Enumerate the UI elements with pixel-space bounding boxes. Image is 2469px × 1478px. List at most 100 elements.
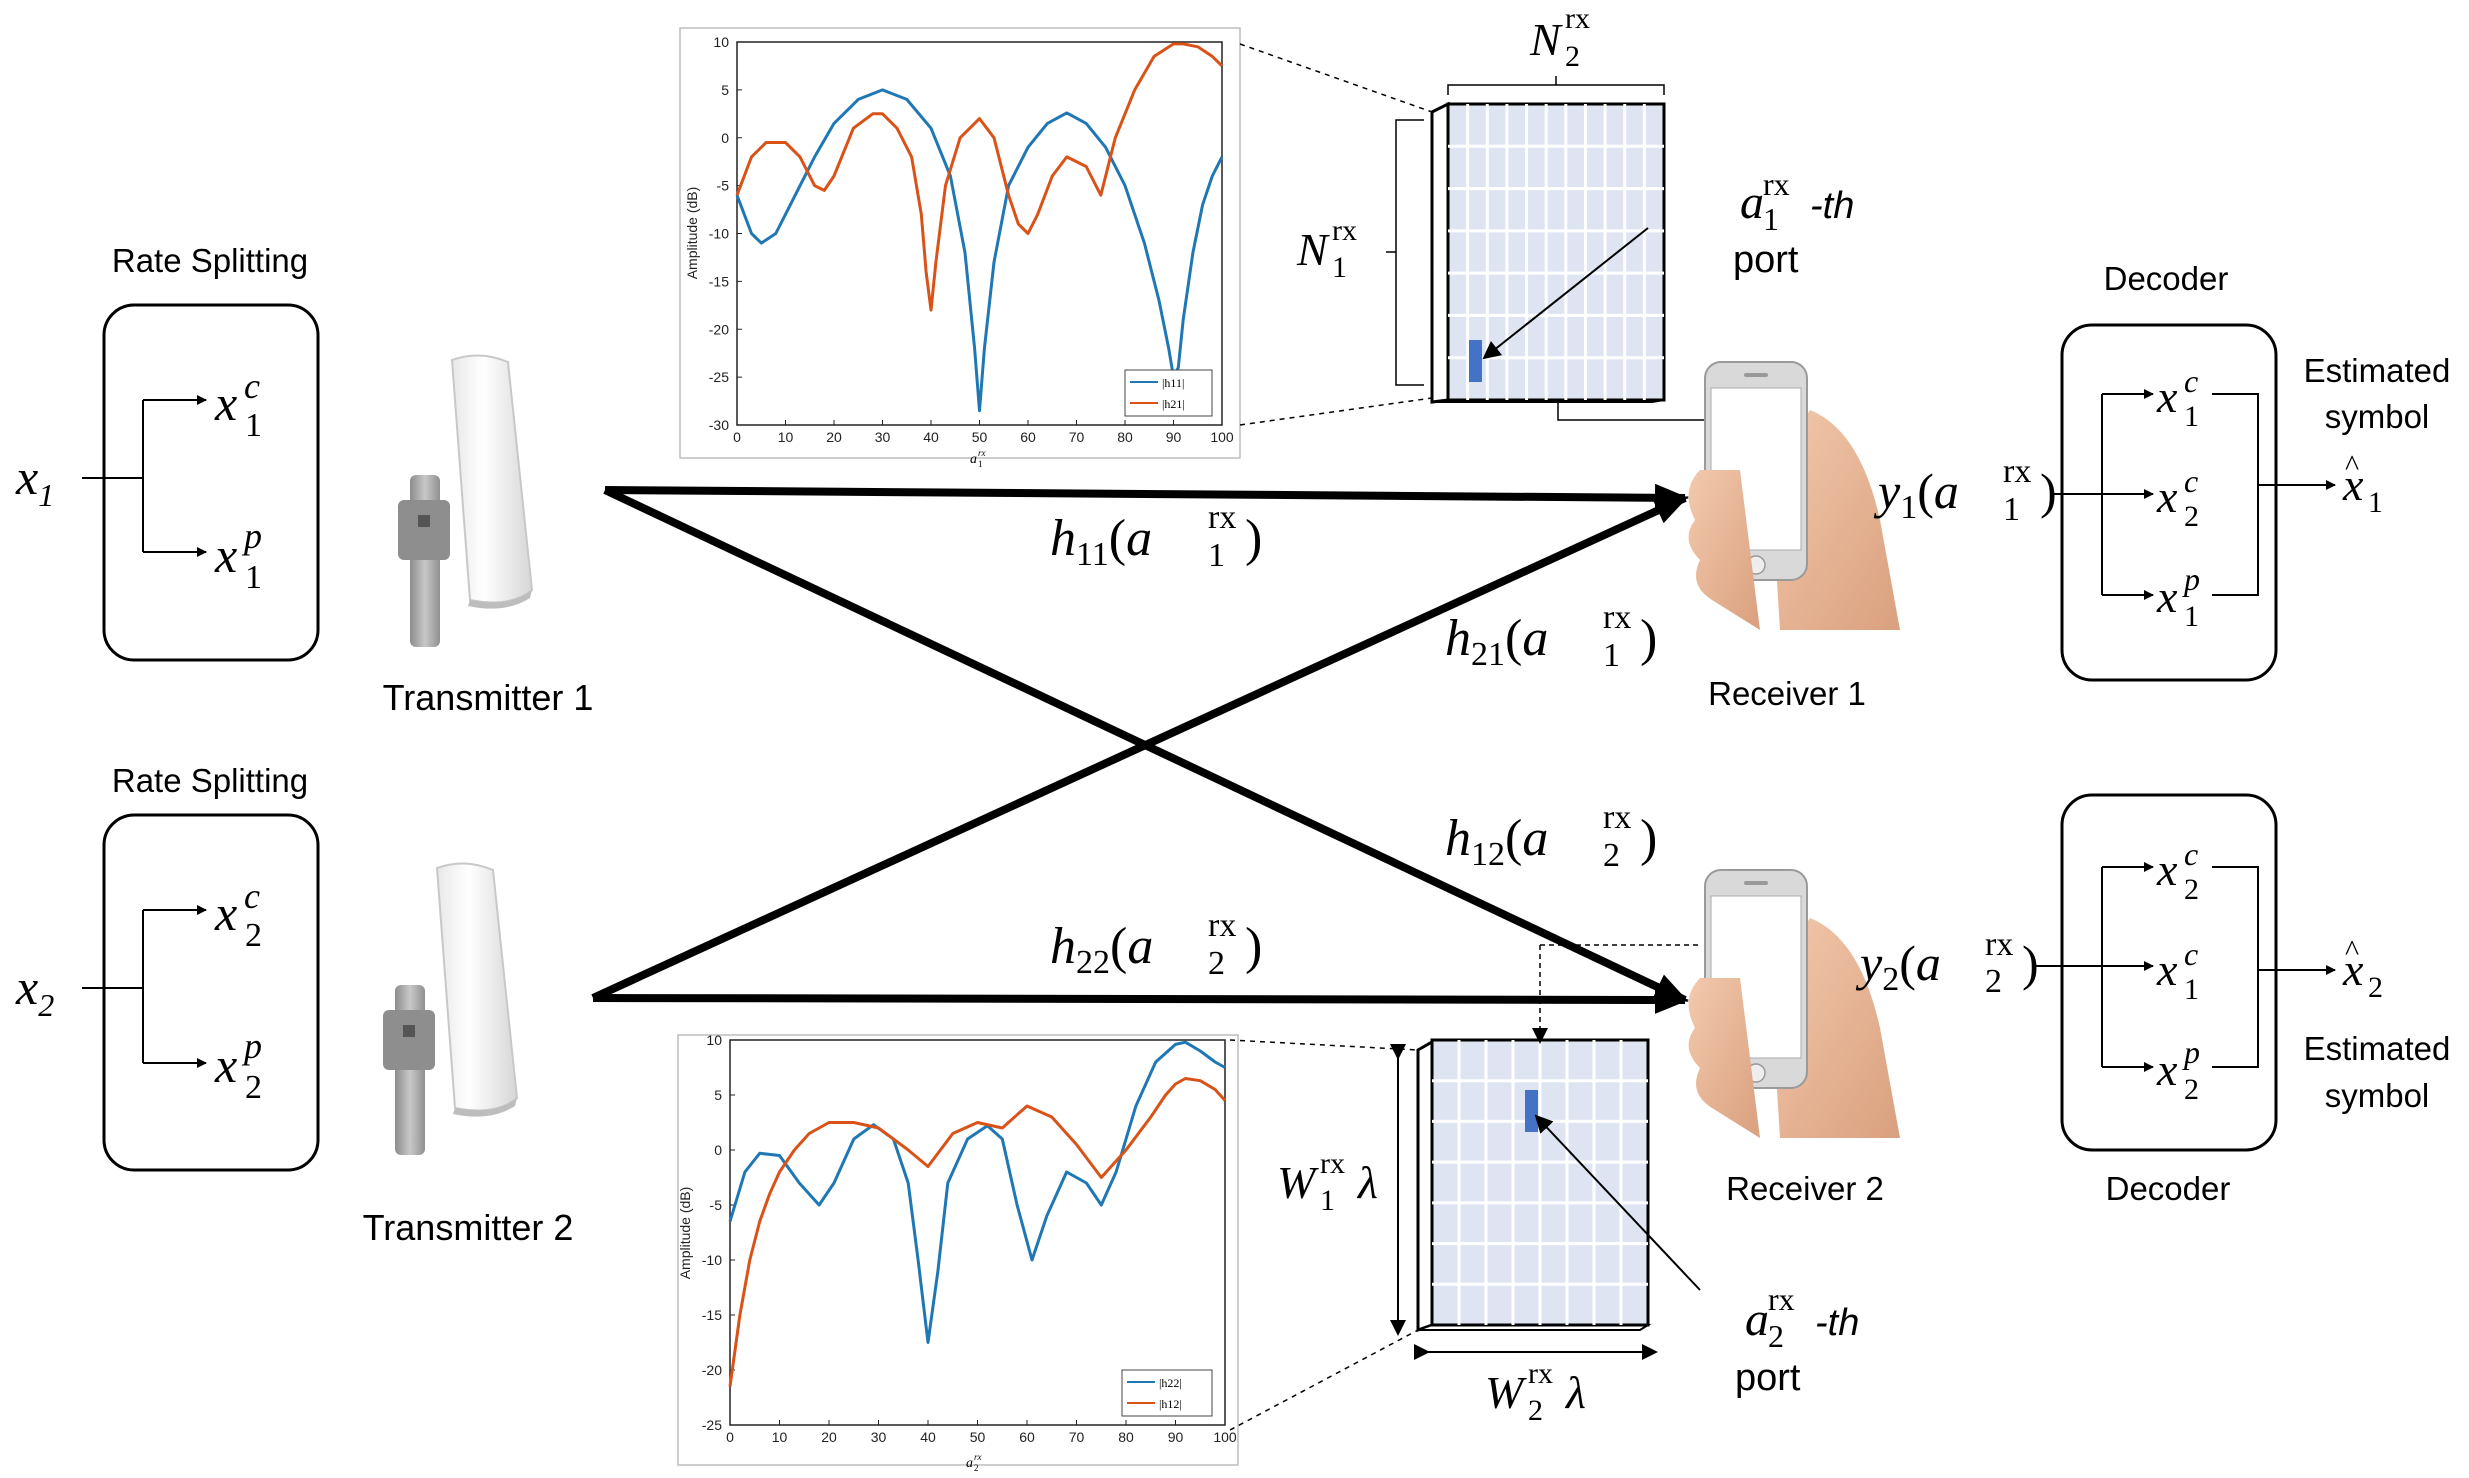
rate-splitting-block-1: Rate Splitting x1 x c 1 x p 1: [15, 242, 320, 662]
chart-2-xtick: 30: [871, 1429, 887, 1445]
chart-1-ytick: -30: [709, 417, 729, 433]
svg-text:): ): [2040, 463, 2057, 519]
legend-2-entry-2: |h12|: [1159, 1397, 1182, 1411]
decoder-1-label: Decoder: [2104, 260, 2229, 297]
chart-2-series-line-1: [728, 1040, 1226, 1344]
svg-text:h21(a: h21(a: [1445, 610, 1548, 673]
svg-text:rx: rx: [2003, 453, 2031, 490]
chart-2-xtick: 0: [726, 1429, 734, 1445]
svg-text:x: x: [2342, 944, 2364, 995]
transmitter-1-label: Transmitter 1: [383, 677, 594, 718]
svg-text:1: 1: [978, 459, 983, 469]
chart-2-xtick: 80: [1118, 1429, 1134, 1445]
chart-1-ytick: -20: [709, 321, 729, 337]
svg-text:a: a: [970, 452, 977, 467]
svg-text:y2(a: y2(a: [1855, 935, 1941, 998]
n1-label: N rx 1: [1296, 214, 1357, 284]
svg-text:2: 2: [1768, 1318, 1784, 1354]
chart-1-legend: |h11| |h21|: [1124, 369, 1213, 417]
chart-2-ytick: -20: [702, 1362, 722, 1378]
private-stream-x2p: x p 2: [214, 1026, 262, 1106]
chart-1-xtick: 10: [778, 429, 794, 445]
chart-1-xtick: 70: [1069, 429, 1085, 445]
legend-1-entry-1: |h11|: [1162, 376, 1184, 390]
decoder-2-label: Decoder: [2106, 1170, 2231, 1207]
svg-text:a: a: [1740, 176, 1764, 229]
legend-1-entry-2: |h21|: [1162, 397, 1185, 411]
chart-1-xtick: 0: [733, 429, 741, 445]
amplitude-chart-1: 0 10 20 30 40 50 60 70 80 90 1001050-5-10-15-20-25…: [679, 27, 1241, 469]
chart-1-ytick: 0: [721, 130, 729, 146]
svg-text:h12(a: h12(a: [1445, 810, 1548, 873]
svg-text:2: 2: [1528, 1394, 1543, 1427]
svg-text:2: 2: [2368, 971, 2383, 1004]
input-symbol-x1: x1: [15, 449, 54, 513]
svg-text:rx: rx: [974, 1452, 982, 1462]
svg-text:x: x: [2156, 844, 2178, 895]
n1-brace: [1386, 119, 1424, 386]
svg-text:2: 2: [1565, 40, 1580, 73]
label-h12: h12(a rx 2 ): [1445, 799, 1657, 874]
svg-text:rx: rx: [978, 448, 986, 458]
chart-1-series-line-2: [735, 42, 1224, 312]
chart-2-xtick: 20: [821, 1429, 837, 1445]
transmitter-2-label: Transmitter 2: [363, 1207, 574, 1248]
chart-1-xtick: 60: [1020, 429, 1036, 445]
chart-2-xtick: 100: [1213, 1429, 1237, 1445]
svg-text:W: W: [1485, 1367, 1527, 1418]
zoom-lines-1: [1239, 43, 1433, 426]
chart-2-series-line-2: [728, 1077, 1227, 1387]
svg-text:1: 1: [1603, 637, 1620, 674]
svg-text:2: 2: [245, 917, 262, 954]
zoom-lines-2: [1229, 1039, 1419, 1431]
svg-text:c: c: [244, 876, 260, 916]
svg-text:rx: rx: [1565, 2, 1590, 35]
svg-text:p: p: [2182, 561, 2200, 597]
chart-2-xtick: 60: [1019, 1429, 1035, 1445]
chart-1-xtick: 50: [972, 429, 988, 445]
chart-2-xlabel: a rx 2: [966, 1452, 982, 1473]
svg-text:N: N: [1296, 224, 1330, 275]
received-signal-y2: y2(a rx 2 ): [1855, 926, 2039, 1000]
port-1-label: a rx 1 -th port: [1733, 166, 1854, 281]
chart-1-xtick: 100: [1210, 429, 1234, 445]
common-stream-x2c: x c 2: [214, 876, 262, 954]
svg-text:port: port: [1735, 1357, 1801, 1399]
svg-text:1: 1: [2368, 486, 2383, 519]
active-port-2: [1525, 1090, 1538, 1132]
link-h21: [591, 494, 1689, 1002]
svg-text:2: 2: [1603, 837, 1620, 874]
svg-text:1: 1: [1332, 251, 1347, 284]
svg-text:p: p: [241, 516, 262, 556]
fluid-antenna-grid-2: [1416, 1038, 1652, 1333]
chart-2-ytick: -25: [702, 1417, 722, 1433]
estimated-symbol-1-line2: symbol: [2325, 398, 2430, 435]
phone-icon-1: [1688, 361, 1900, 630]
svg-text:rx: rx: [1528, 1357, 1553, 1390]
svg-text:rx: rx: [1320, 1147, 1345, 1180]
svg-text:p: p: [2182, 1034, 2200, 1070]
svg-text:): ): [2022, 935, 2039, 991]
svg-text:x: x: [2156, 1044, 2178, 1095]
port-2-pointer: [1534, 1114, 1701, 1291]
svg-text:2: 2: [2184, 873, 2199, 906]
svg-text:2: 2: [2184, 1073, 2199, 1106]
port-2-label: a rx 2 -th port: [1735, 1281, 1859, 1399]
svg-text:): ): [1245, 918, 1262, 975]
chart-1-ylabel: Amplitude (dB): [684, 187, 700, 280]
chart-2-ytick: -5: [710, 1197, 723, 1213]
chart-2-ytick: -15: [702, 1307, 722, 1323]
svg-text:y1(a: y1(a: [1873, 463, 1959, 526]
chart-1-xtick: 30: [875, 429, 891, 445]
chart-2-legend: |h22| |h12|: [1121, 1369, 1213, 1417]
label-h22: h22(a rx 2 ): [1050, 907, 1262, 982]
svg-text:λ: λ: [1356, 1157, 1378, 1208]
estimated-symbol-2-line1: Estimated: [2304, 1030, 2451, 1067]
svg-text:h11(a: h11(a: [1050, 510, 1152, 573]
chart-2-xtick: 70: [1069, 1429, 1085, 1445]
svg-text:x: x: [2156, 571, 2178, 622]
chart-2-ytick: 0: [714, 1142, 722, 1158]
chart-2-xtick: 50: [970, 1429, 986, 1445]
private-stream-x1p: x p 1: [214, 516, 262, 596]
